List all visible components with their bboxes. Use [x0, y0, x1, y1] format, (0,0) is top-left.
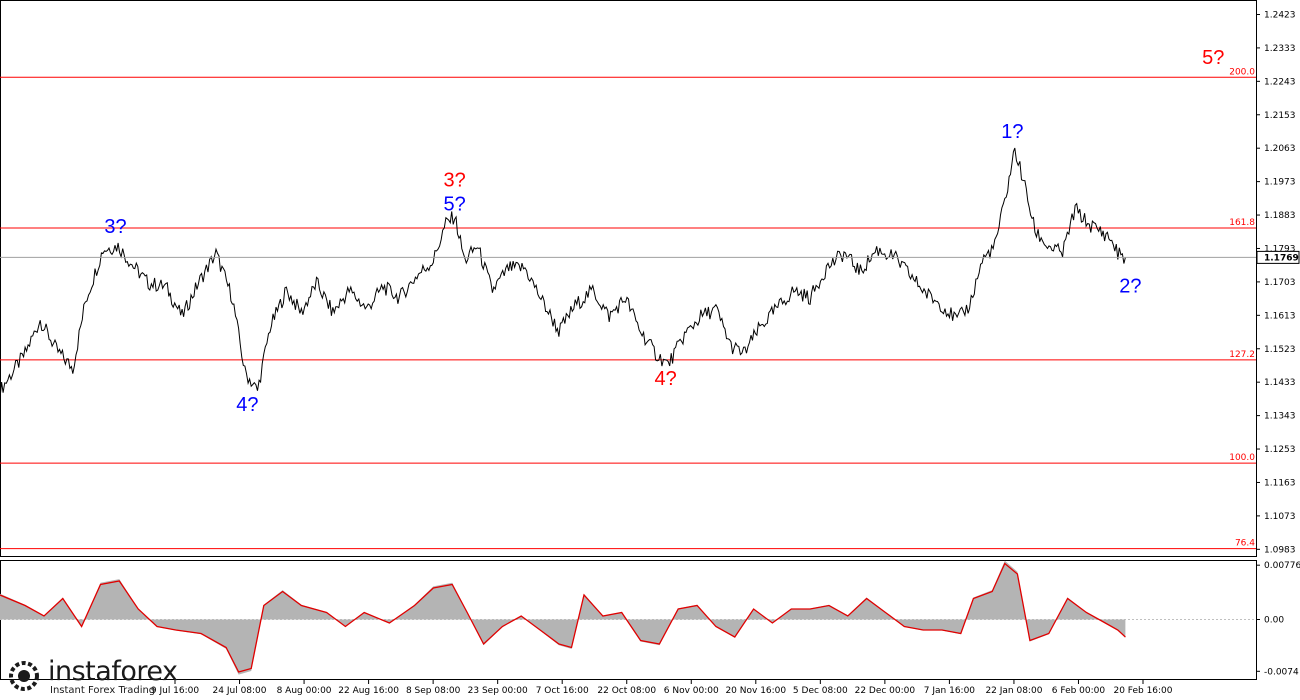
price-axis: 1.2423 1.2333 1.2243 1.2153 1.2063 1.1973 1.18…	[1256, 10, 1296, 555]
time-tick-label-8: 6 Nov 00:00	[664, 686, 719, 696]
price-tick-label-1: 1.2333	[1264, 44, 1296, 54]
price-tick-label-11: 1.1433	[1264, 378, 1296, 388]
price-tick-label-8: 1.1703	[1264, 278, 1296, 288]
price-tick-label-7: 1.1793	[1264, 244, 1296, 254]
current-price-marker: 1.1769	[0, 250, 1300, 264]
main-panel: 200.0 161.8 127.2 100.0 76.4 3? 4? 3? 5? 4? 1? 2? 5…	[0, 0, 1300, 557]
main-frame	[0, 0, 1257, 557]
price-tick-label-6: 1.1883	[1264, 211, 1296, 221]
price-tick-label-2: 1.2243	[1264, 77, 1296, 87]
price-tick-label-14: 1.1163	[1264, 478, 1296, 488]
price-tick-label-13: 1.1253	[1264, 445, 1296, 455]
time-tick-label-0: 9 Jul 16:00	[151, 686, 200, 696]
price-tick-label-0: 1.2423	[1264, 10, 1296, 20]
fib-label-2: 127.2	[1229, 350, 1255, 360]
time-tick-label-7: 22 Oct 08:00	[597, 686, 656, 696]
price-tick-label-9: 1.1613	[1264, 311, 1296, 321]
oscillator-axis: 0.00776 0.00 -0.0074	[1256, 561, 1300, 677]
fib-label-3: 100.0	[1229, 453, 1255, 463]
price-tick-label-5: 1.1973	[1264, 178, 1296, 188]
time-tick-label-13: 22 Jan 08:00	[985, 686, 1042, 696]
price-line-path	[0, 147, 1126, 399]
wave-label-6: 2?	[1119, 275, 1141, 297]
time-tick-label-3: 22 Aug 16:00	[338, 686, 399, 696]
wave-label-4: 4?	[655, 368, 677, 390]
price-tick-label-16: 1.0983	[1264, 545, 1296, 555]
oscillator-signal-line	[0, 562, 1126, 673]
logo-tagline: Instant Forex Trading	[50, 685, 156, 696]
instaforex-logo-icon	[9, 661, 39, 691]
price-tick-label-3: 1.2153	[1264, 111, 1296, 121]
fib-label-4: 76.4	[1235, 539, 1255, 549]
time-tick-label-12: 7 Jan 16:00	[924, 686, 976, 696]
wave-label-2: 3?	[444, 169, 466, 191]
osc-tick-label-2: -0.0074	[1264, 667, 1299, 677]
instaforex-logo: instaforex Instant Forex Trading	[6, 656, 196, 698]
current-price-label: 1.1769	[1264, 253, 1299, 263]
osc-tick-label-0: 0.00776	[1264, 561, 1300, 571]
time-tick-label-4: 8 Sep 08:00	[406, 686, 461, 696]
time-tick-label-14: 6 Feb 00:00	[1052, 686, 1106, 696]
fib-label-1: 161.8	[1229, 218, 1255, 228]
time-axis: 9 Jul 16:00 24 Jul 08:00 8 Aug 00:00 22 Aug…	[151, 680, 1173, 696]
wave-label-5: 1?	[1001, 121, 1023, 143]
time-tick-label-11: 22 Dec 00:00	[855, 686, 916, 696]
oscillator-histogram	[0, 560, 1126, 675]
fib-label-0: 200.0	[1229, 67, 1255, 77]
oscillator-series	[0, 560, 1256, 675]
price-tick-label-12: 1.1343	[1264, 412, 1296, 422]
wave-label-1: 4?	[236, 394, 258, 416]
price-tick-label-15: 1.1073	[1264, 512, 1296, 522]
time-tick-label-2: 8 Aug 00:00	[277, 686, 332, 696]
wave-label-7: 5?	[1202, 47, 1224, 69]
current-price-box	[1256, 250, 1300, 264]
price-tick-label-10: 1.1523	[1264, 345, 1296, 355]
osc-tick-label-1: 0.00	[1264, 616, 1284, 626]
time-tick-label-5: 23 Sep 00:00	[468, 686, 528, 696]
wave-label-3: 5?	[444, 194, 466, 216]
time-tick-label-10: 5 Dec 08:00	[793, 686, 848, 696]
logo-brand: instaforex	[48, 656, 178, 687]
fibonacci-levels: 200.0 161.8 127.2 100.0 76.4	[0, 67, 1256, 550]
price-tick-label-4: 1.2063	[1264, 144, 1296, 154]
wave-label-0: 3?	[104, 216, 126, 238]
time-tick-label-1: 24 Jul 08:00	[213, 686, 267, 696]
oscillator-panel: 0.00776 0.00 -0.0074	[0, 560, 1300, 680]
wave-labels: 3? 4? 3? 5? 4? 1? 2? 5?	[104, 47, 1224, 416]
time-tick-label-9: 20 Nov 16:00	[725, 686, 786, 696]
price-series	[0, 147, 1126, 399]
time-tick-label-6: 7 Oct 16:00	[536, 686, 589, 696]
time-tick-label-15: 20 Feb 16:00	[1113, 686, 1172, 696]
